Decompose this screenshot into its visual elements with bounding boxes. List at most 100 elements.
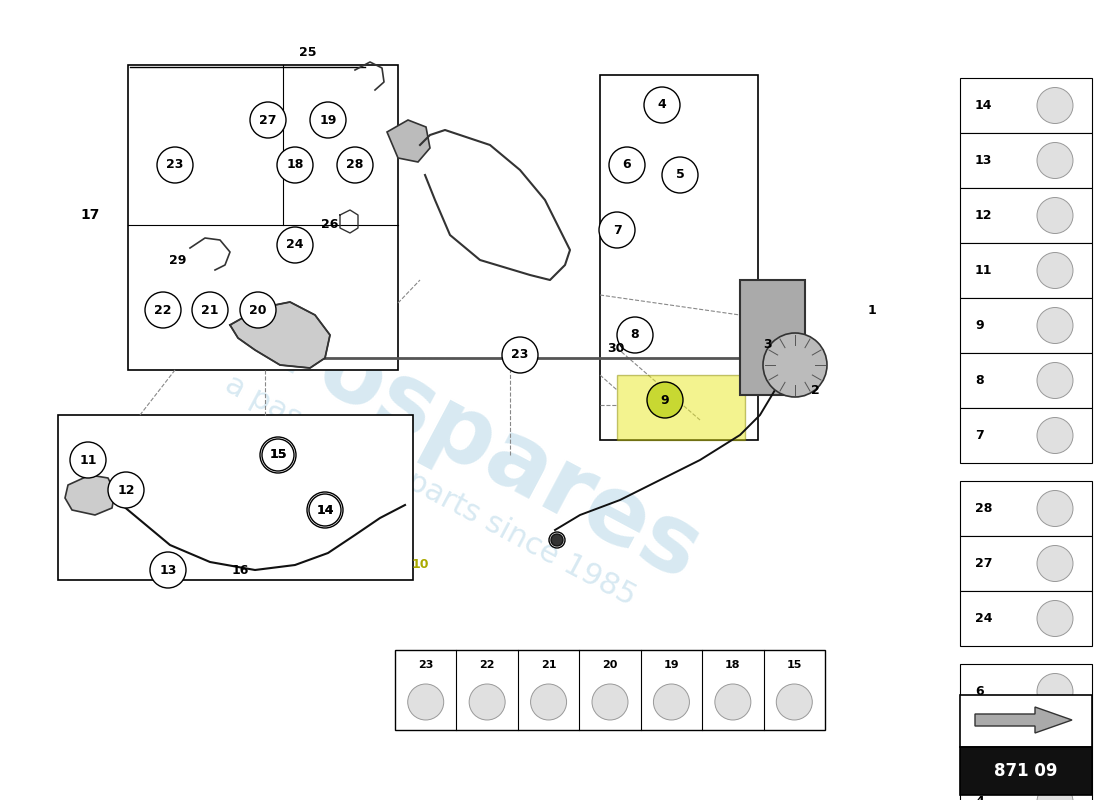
Text: 5: 5 [975, 740, 983, 753]
Circle shape [277, 227, 313, 263]
Bar [960, 298, 1092, 353]
Text: 20: 20 [250, 303, 266, 317]
Bar [600, 75, 758, 440]
Bar [960, 481, 1092, 536]
Text: 22: 22 [154, 303, 172, 317]
Text: 21: 21 [541, 660, 557, 670]
Circle shape [1037, 674, 1072, 710]
Circle shape [240, 292, 276, 328]
Circle shape [1037, 87, 1072, 123]
Text: 6: 6 [975, 685, 983, 698]
Text: eurospares: eurospares [145, 239, 715, 601]
Text: 7: 7 [975, 429, 983, 442]
Text: 18: 18 [286, 158, 304, 171]
Bar [740, 280, 805, 395]
Text: 20: 20 [603, 660, 618, 670]
Text: 871 09: 871 09 [994, 762, 1058, 780]
Circle shape [1037, 362, 1072, 398]
Bar [58, 415, 412, 580]
Text: 5: 5 [675, 169, 684, 182]
Text: 19: 19 [319, 114, 337, 126]
Polygon shape [387, 120, 430, 162]
Circle shape [1037, 253, 1072, 289]
Circle shape [1037, 198, 1072, 234]
Text: 21: 21 [201, 303, 219, 317]
Text: 24: 24 [286, 238, 304, 251]
Circle shape [1037, 546, 1072, 582]
Text: 14: 14 [317, 503, 333, 517]
Text: 27: 27 [260, 114, 277, 126]
Circle shape [647, 382, 683, 418]
Circle shape [1037, 418, 1072, 454]
Bar [128, 65, 398, 370]
Text: 12: 12 [975, 209, 992, 222]
Circle shape [1037, 490, 1072, 526]
Text: 13: 13 [975, 154, 992, 167]
Circle shape [609, 147, 645, 183]
Bar [395, 650, 825, 730]
Circle shape [337, 147, 373, 183]
Circle shape [644, 87, 680, 123]
Text: 18: 18 [725, 660, 740, 670]
Circle shape [157, 147, 192, 183]
Polygon shape [975, 707, 1072, 733]
Circle shape [502, 337, 538, 373]
Circle shape [653, 684, 690, 720]
Bar [960, 695, 1092, 747]
Text: 9: 9 [661, 394, 669, 406]
Circle shape [549, 532, 565, 548]
Text: 10: 10 [411, 558, 429, 571]
Circle shape [310, 102, 346, 138]
Text: 14: 14 [975, 99, 992, 112]
Circle shape [1037, 307, 1072, 343]
Text: 23: 23 [418, 660, 433, 670]
Text: 8: 8 [975, 374, 983, 387]
Circle shape [108, 472, 144, 508]
Bar [960, 188, 1092, 243]
Text: 23: 23 [512, 349, 529, 362]
Text: 24: 24 [975, 612, 992, 625]
Circle shape [600, 212, 635, 248]
Text: 27: 27 [975, 557, 992, 570]
Circle shape [662, 157, 698, 193]
Text: 8: 8 [630, 329, 639, 342]
Circle shape [150, 552, 186, 588]
Text: 11: 11 [975, 264, 992, 277]
Circle shape [469, 684, 505, 720]
Bar [617, 375, 745, 440]
Text: 29: 29 [169, 254, 187, 266]
Text: 15: 15 [786, 660, 802, 670]
Bar [960, 353, 1092, 408]
Text: 9: 9 [975, 319, 983, 332]
Circle shape [617, 317, 653, 353]
Text: 17: 17 [80, 208, 100, 222]
Circle shape [763, 333, 827, 397]
Text: 23: 23 [166, 158, 184, 171]
Text: 4: 4 [975, 795, 983, 800]
Circle shape [1037, 783, 1072, 800]
Bar [960, 774, 1092, 800]
Text: 3: 3 [763, 338, 772, 351]
Circle shape [192, 292, 228, 328]
Bar [960, 78, 1092, 133]
Text: 28: 28 [346, 158, 364, 171]
Text: 15: 15 [270, 449, 287, 462]
Text: 30: 30 [607, 342, 625, 354]
Text: 12: 12 [118, 483, 134, 497]
Bar [960, 747, 1092, 795]
Bar [960, 591, 1092, 646]
Text: 1: 1 [868, 303, 877, 317]
Text: 28: 28 [975, 502, 992, 515]
Text: 22: 22 [480, 660, 495, 670]
Circle shape [777, 684, 812, 720]
Bar [960, 133, 1092, 188]
Circle shape [1037, 729, 1072, 765]
Circle shape [408, 684, 443, 720]
Circle shape [145, 292, 182, 328]
Text: a passion for parts since 1985: a passion for parts since 1985 [220, 369, 640, 611]
Polygon shape [65, 475, 116, 515]
Text: 6: 6 [623, 158, 631, 171]
Bar [960, 536, 1092, 591]
Polygon shape [230, 302, 330, 368]
Text: 11: 11 [79, 454, 97, 466]
